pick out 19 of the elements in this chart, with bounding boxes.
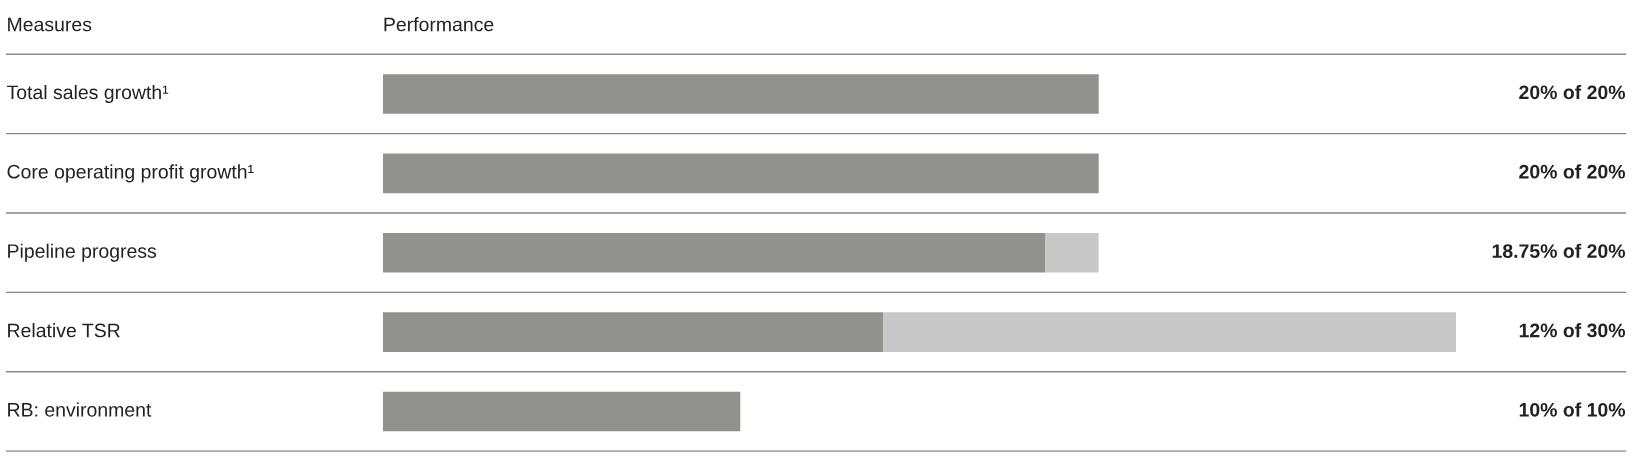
y-tick-label: Pipeline progress: [8, 243, 157, 262]
text: Measures: [8, 17, 92, 32]
text: 20% of 20%: [1519, 164, 1626, 179]
bar: [382, 153, 1099, 194]
text: 12% of 30%: [1519, 323, 1626, 338]
bar: [1045, 232, 1099, 273]
y-tick-label: Total sales growth¹: [6, 84, 169, 104]
text: Performance: [384, 17, 494, 32]
y-tick-label: Relative TSR: [8, 323, 120, 338]
y-tick-label: Core operating profit growth¹: [7, 164, 254, 183]
bar: [382, 391, 741, 432]
bar: [382, 74, 1099, 114]
text: 18.75% of 20%: [1492, 243, 1626, 258]
y-tick-label: RB: environment: [8, 402, 152, 417]
bar: [382, 232, 1046, 273]
text: 20% of 20%: [1519, 84, 1626, 100]
bar: [382, 312, 883, 352]
text: 10% of 10%: [1519, 402, 1626, 417]
bar: [882, 312, 1457, 352]
